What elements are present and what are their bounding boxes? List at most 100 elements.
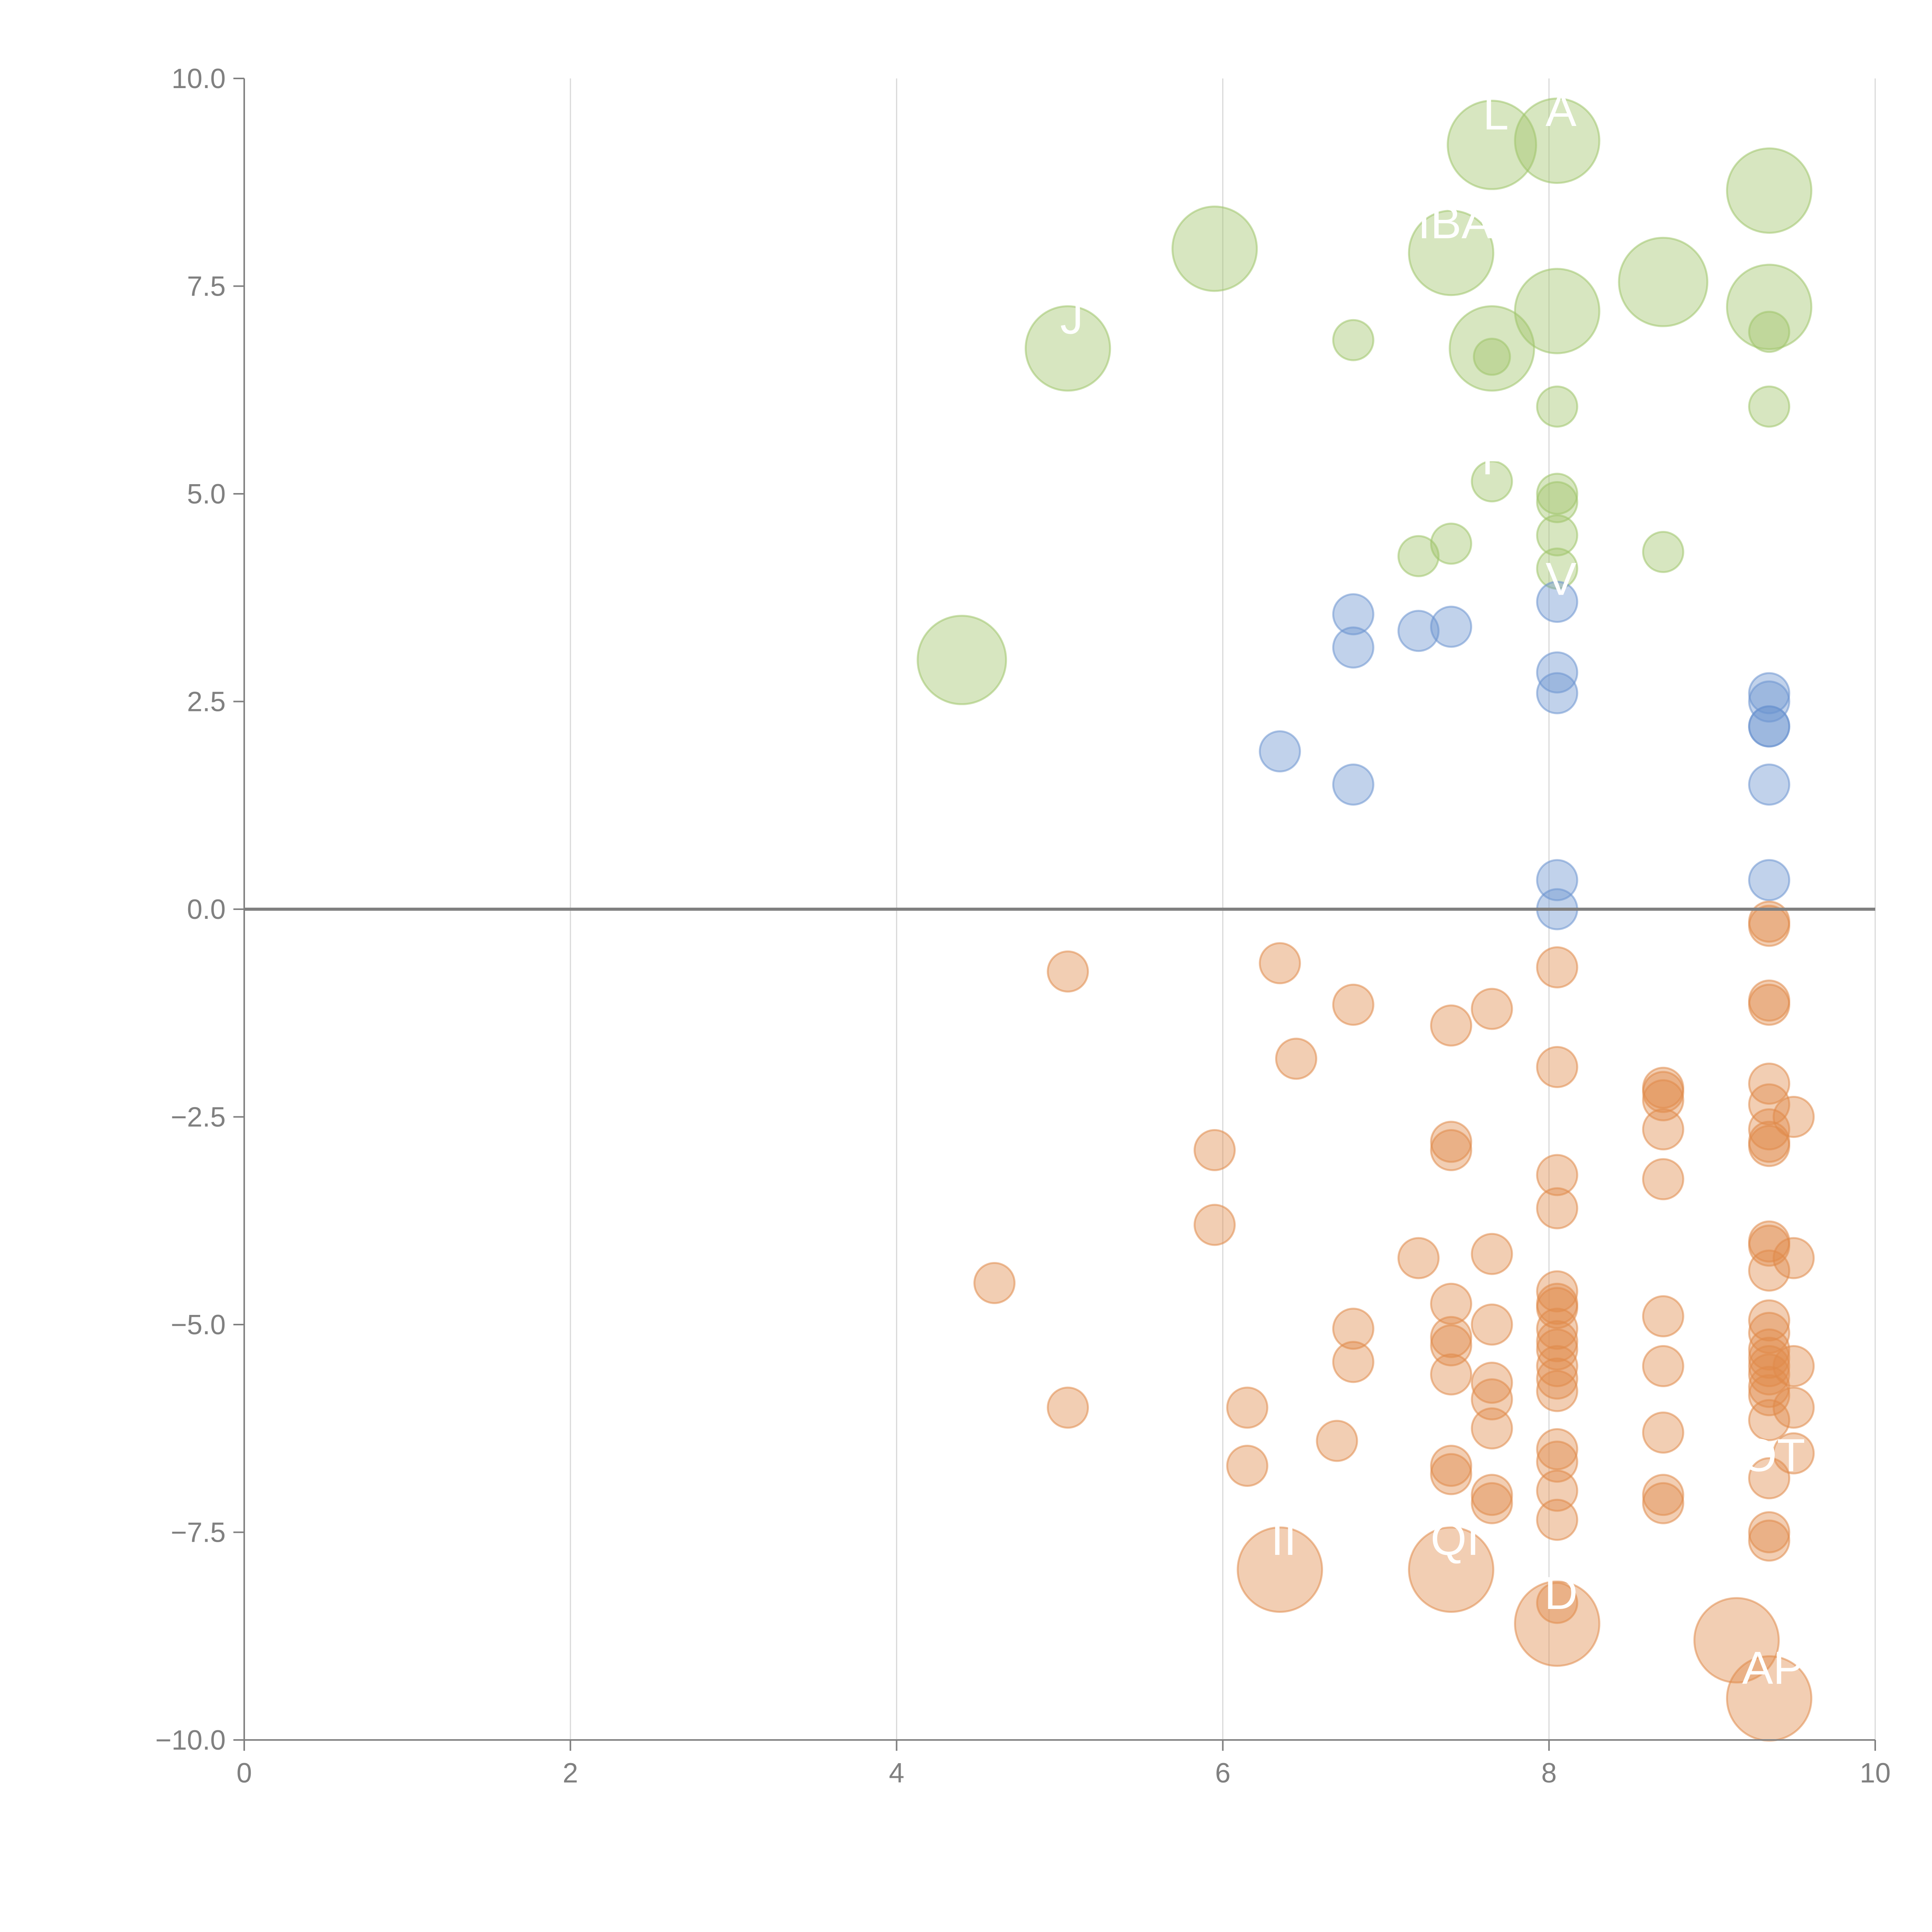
data-point <box>1332 764 1374 806</box>
point-label: F <box>1481 433 1510 485</box>
data-point <box>1642 1345 1684 1387</box>
data-point <box>1332 593 1374 636</box>
data-point <box>1748 1299 1791 1342</box>
data-point <box>1397 610 1440 652</box>
data-point <box>1171 206 1258 292</box>
data-point <box>1748 1519 1791 1562</box>
point-label: V <box>1546 553 1577 605</box>
y-tick-label: −5.0 <box>171 1310 226 1340</box>
data-point <box>1430 1004 1473 1047</box>
y-tick-label: −7.5 <box>171 1517 226 1548</box>
data-point <box>1536 481 1578 523</box>
data-point <box>1536 1428 1578 1470</box>
point-labels: J IBA L F A V II QI D OT AP <box>1060 84 1805 1694</box>
data-point <box>1642 1079 1684 1121</box>
data-point <box>1772 1386 1815 1429</box>
data-point <box>1047 1386 1089 1429</box>
point-label: L <box>1483 88 1509 139</box>
data-point <box>1397 1237 1440 1279</box>
data-point <box>1536 514 1578 556</box>
data-point <box>1536 1187 1578 1230</box>
data-point <box>1430 522 1473 565</box>
y-tick-label: 5.0 <box>187 479 226 510</box>
point-label: OT <box>1741 1430 1805 1481</box>
data-point <box>1772 1237 1815 1279</box>
data-point <box>1748 1225 1791 1267</box>
data-point <box>1536 581 1578 623</box>
data-point <box>1642 531 1684 573</box>
data-point <box>1726 264 1813 350</box>
data-point <box>1471 460 1513 503</box>
data-point <box>1408 1526 1495 1613</box>
data-point <box>1430 1129 1473 1171</box>
data-point <box>1514 97 1600 184</box>
data-point <box>1536 1498 1578 1541</box>
data-point <box>1748 1374 1791 1417</box>
data-points <box>917 97 1815 1742</box>
data-point <box>1226 1445 1269 1487</box>
x-tick-label: 10 <box>1860 1758 1891 1789</box>
data-point <box>1471 1303 1513 1346</box>
x-tick-label: 4 <box>889 1758 904 1789</box>
data-point <box>1748 764 1791 806</box>
data-point <box>1193 1129 1236 1171</box>
data-point <box>1408 209 1495 296</box>
data-point <box>1536 1270 1578 1313</box>
data-point <box>1748 680 1791 723</box>
data-point <box>1449 305 1535 392</box>
data-point <box>1193 1204 1236 1246</box>
data-point <box>1024 305 1111 392</box>
data-point <box>1316 1420 1358 1462</box>
data-point <box>1536 1328 1578 1371</box>
data-point <box>1536 672 1578 714</box>
data-point <box>1748 1249 1791 1292</box>
data-point <box>1514 268 1600 354</box>
point-label: D <box>1544 1567 1578 1619</box>
data-point <box>1536 1357 1578 1400</box>
data-point <box>1536 1046 1578 1088</box>
data-point <box>1748 983 1791 1026</box>
point-label: II <box>1271 1513 1297 1565</box>
data-point <box>1642 1295 1684 1337</box>
data-point <box>1259 942 1301 985</box>
data-point <box>1047 950 1089 993</box>
data-point <box>1226 1386 1269 1429</box>
data-point <box>1536 1345 1578 1387</box>
data-point <box>1748 859 1791 901</box>
data-point <box>1642 1108 1684 1151</box>
data-point <box>1430 1453 1473 1495</box>
data-point <box>1332 1308 1374 1350</box>
x-tick-label: 8 <box>1541 1758 1557 1789</box>
point-label: J <box>1060 292 1083 344</box>
data-point <box>1618 236 1709 327</box>
axes: 0 2 4 6 8 10 10.0 7.5 5.0 2.5 0.0 −2.5 −5.0 −7.5 −10.0 <box>155 63 1891 1789</box>
data-point <box>1471 1482 1513 1524</box>
data-point <box>1536 1154 1578 1196</box>
data-point <box>1447 100 1537 190</box>
data-point <box>1332 1341 1374 1383</box>
data-point <box>1693 1597 1780 1684</box>
data-point <box>1772 1432 1815 1475</box>
data-point <box>1332 319 1374 361</box>
data-point <box>1536 548 1578 590</box>
data-point <box>1642 1158 1684 1201</box>
x-tick-label: 2 <box>563 1758 578 1789</box>
data-point <box>1471 1407 1513 1450</box>
y-tick-label: 0.0 <box>187 894 226 925</box>
data-point <box>1772 1345 1815 1387</box>
point-label: QI <box>1430 1513 1480 1565</box>
data-point <box>1726 147 1813 234</box>
data-point <box>1748 1312 1791 1354</box>
data-point <box>1430 605 1473 648</box>
data-point <box>1430 1282 1473 1325</box>
point-label: A <box>1546 84 1577 136</box>
data-point <box>1471 1233 1513 1275</box>
data-point <box>1514 1580 1600 1667</box>
data-point <box>1748 1083 1791 1126</box>
data-point <box>1748 905 1791 947</box>
x-tick-label: 0 <box>236 1758 252 1789</box>
data-point <box>1236 1526 1323 1613</box>
data-point <box>1332 626 1374 669</box>
y-tick-label: 2.5 <box>187 687 226 718</box>
